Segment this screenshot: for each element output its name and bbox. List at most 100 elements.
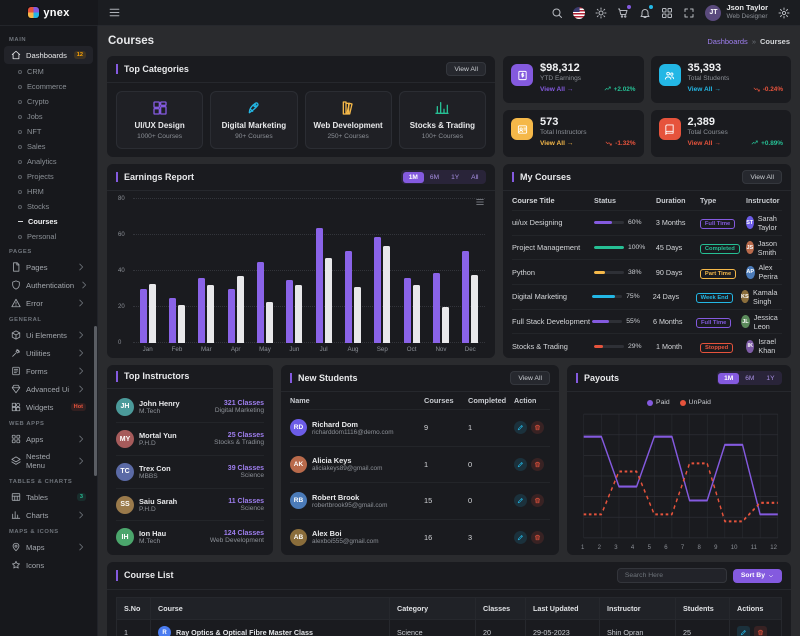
app-logo[interactable]: ynex: [0, 0, 98, 26]
x-tick-label: 2: [597, 545, 601, 551]
my-courses-row[interactable]: Digital Marketing 75% 24 Days Week End KS Kam…: [512, 285, 782, 310]
sidebar-item-maps[interactable]: Maps: [4, 538, 93, 556]
sidebar-subitem-analytics[interactable]: Analytics: [0, 154, 97, 169]
sidebar-subitem-ecommerce[interactable]: Ecommerce: [0, 79, 97, 94]
edit-button[interactable]: [514, 494, 527, 508]
bar-group-aug[interactable]: [338, 199, 367, 343]
student-row[interactable]: RB Robert Brook robertbrook95@gmail.com 15 0: [290, 483, 550, 520]
sidebar-item-utilities[interactable]: Utilities: [4, 344, 93, 362]
delete-button[interactable]: [531, 421, 544, 435]
bar-group-jul[interactable]: [309, 199, 338, 343]
category-tile-stocks-trading[interactable]: Stocks & Trading 100+ Courses: [398, 91, 486, 149]
user-menu[interactable]: JT Json Taylor Web Designer: [705, 4, 768, 21]
sun-icon[interactable]: [595, 7, 607, 19]
breadcrumb-parent[interactable]: Dashboards: [707, 36, 748, 46]
earnings-range-1y[interactable]: 1Y: [451, 173, 460, 181]
fullscreen-icon[interactable]: [683, 7, 695, 19]
sidebar-subitem-jobs[interactable]: Jobs: [0, 109, 97, 124]
new-students-view-all-button[interactable]: View All: [510, 371, 550, 385]
student-row[interactable]: AK Alicia Keys aliciakeys89@gmail.com 1 0: [290, 447, 550, 483]
bar-group-jun[interactable]: [280, 199, 309, 343]
instructor-row[interactable]: SS Saiu Sarah P.H.D 11 Classes Science: [116, 489, 264, 522]
payouts-range-6m[interactable]: 6M: [745, 374, 755, 382]
delete-button[interactable]: [754, 626, 767, 636]
sidebar-subitem-nft[interactable]: NFT: [0, 124, 97, 139]
sidebar-item-apps[interactable]: Apps: [4, 430, 93, 448]
course-list-row[interactable]: 1 R Ray Optics & Optical Fibre Master Clas…: [116, 619, 782, 636]
bar-group-mar[interactable]: [192, 199, 221, 343]
sidebar-subitem-hrm[interactable]: HRM: [0, 184, 97, 199]
sidebar-item-widgets[interactable]: Widgets Hot: [4, 398, 93, 416]
sidebar-item-pages[interactable]: Pages: [4, 258, 93, 276]
search-icon[interactable]: [551, 7, 563, 19]
delete-button[interactable]: [531, 530, 544, 544]
student-row[interactable]: AB Alex Boi alexboi555@gmail.com 16 3: [290, 520, 550, 556]
bar-group-nov[interactable]: [426, 199, 455, 343]
instructor-row[interactable]: TC Trex Con MBBS 39 Classes Science: [116, 456, 264, 489]
sidebar-subitem-courses[interactable]: Courses: [0, 214, 97, 229]
delete-button[interactable]: [531, 494, 544, 508]
my-courses-row[interactable]: Python 38% 90 Days Part Time AP Alex Perira: [512, 260, 782, 286]
sidebar-scrollbar[interactable]: [94, 326, 97, 476]
sidebar-item-error[interactable]: Error: [4, 294, 93, 312]
earnings-range-6m[interactable]: 6M: [429, 173, 440, 181]
bar-group-feb[interactable]: [162, 199, 191, 343]
payouts-range-1y[interactable]: 1Y: [766, 374, 775, 382]
sidebar-item-charts[interactable]: Charts: [4, 506, 93, 524]
edit-button[interactable]: [514, 530, 527, 544]
stat-view-all-link[interactable]: View All →: [687, 85, 721, 93]
sidebar-item-dashboards[interactable]: Dashboards 12: [4, 46, 93, 64]
delete-button[interactable]: [531, 457, 544, 471]
my-courses-row[interactable]: ui/ux Designing 60% 3 Months Full Time ST Sar…: [512, 211, 782, 236]
payouts-range-1m[interactable]: 1M: [718, 372, 740, 384]
sidebar-subitem-crm[interactable]: CRM: [0, 64, 97, 79]
sidebar-item-icons[interactable]: Icons: [4, 556, 93, 574]
sort-by-button[interactable]: Sort By: [732, 568, 782, 583]
stat-view-all-link[interactable]: View All →: [540, 85, 574, 93]
category-tile-ui-ux-design[interactable]: UI/UX Design 1000+ Courses: [116, 91, 204, 149]
sidebar-subitem-stocks[interactable]: Stocks: [0, 199, 97, 214]
my-courses-row[interactable]: Full Stack Development 55% 6 Months Full Ti…: [512, 310, 782, 335]
menu-icon[interactable]: [108, 6, 121, 19]
sidebar-item-forms[interactable]: Forms: [4, 362, 93, 380]
bar-group-may[interactable]: [250, 199, 279, 343]
bar-group-jan[interactable]: [133, 199, 162, 343]
earnings-range-1m[interactable]: 1M: [402, 171, 424, 183]
sidebar-item-nested-menu[interactable]: Nested Menu: [4, 448, 93, 474]
bell-icon[interactable]: [639, 3, 655, 19]
category-tile-digital-marketing[interactable]: Digital Marketing 90+ Courses: [210, 91, 298, 149]
cart-icon[interactable]: [617, 3, 633, 19]
my-courses-view-all-button[interactable]: View All: [742, 170, 782, 184]
bar-group-oct[interactable]: [397, 199, 426, 343]
bar-group-apr[interactable]: [221, 199, 250, 343]
instructor-row[interactable]: MY Mortal Yun P.H.D 25 Classes Stocks & Trad…: [116, 423, 264, 457]
bar-group-sep[interactable]: [368, 199, 397, 343]
apps-grid-icon[interactable]: [661, 7, 673, 19]
sidebar-subitem-crypto[interactable]: Crypto: [0, 94, 97, 109]
edit-button[interactable]: [514, 457, 527, 471]
earnings-range-all[interactable]: All: [471, 173, 479, 181]
sidebar-subitem-projects[interactable]: Projects: [0, 169, 97, 184]
stat-view-all-link[interactable]: View All →: [687, 139, 721, 147]
student-row[interactable]: RD Richard Dom richarddom1116@demo.com 9 1: [290, 410, 550, 447]
instructor-row[interactable]: JH John Henry M.Tech 321 Classes Digital Mar…: [116, 391, 264, 424]
sidebar-subitem-personal[interactable]: Personal: [0, 229, 97, 244]
edit-button[interactable]: [514, 421, 527, 435]
my-courses-row[interactable]: Project Management 100% 45 Days Completed JS…: [512, 236, 782, 261]
instructor-row[interactable]: IH Ion Hau M.Tech 124 Classes Web Developmen…: [116, 521, 264, 553]
sidebar-subitem-sales[interactable]: Sales: [0, 139, 97, 154]
sidebar-item-advanced-ui[interactable]: Advanced Ui: [4, 380, 93, 398]
sidebar-item-tables[interactable]: Tables 3: [4, 488, 93, 506]
flag-us-icon[interactable]: [573, 6, 586, 19]
sidebar-item-authentication[interactable]: Authentication: [4, 276, 93, 294]
category-tile-web-development[interactable]: Web Development 250+ Courses: [304, 91, 392, 149]
gear-icon[interactable]: [778, 7, 790, 19]
sidebar-item-ui-elements[interactable]: Ui Elements: [4, 326, 93, 344]
top-categories-view-all-button[interactable]: View All: [446, 62, 486, 76]
bar-group-dec[interactable]: [456, 199, 485, 343]
my-courses-row[interactable]: Stocks & Trading 29% 1 Month Stopped IK Israe…: [512, 334, 782, 358]
stat-view-all-link[interactable]: View All →: [540, 139, 574, 147]
edit-button[interactable]: [737, 626, 750, 636]
search-input[interactable]: [616, 568, 727, 583]
chart-menu-icon[interactable]: [475, 197, 485, 207]
